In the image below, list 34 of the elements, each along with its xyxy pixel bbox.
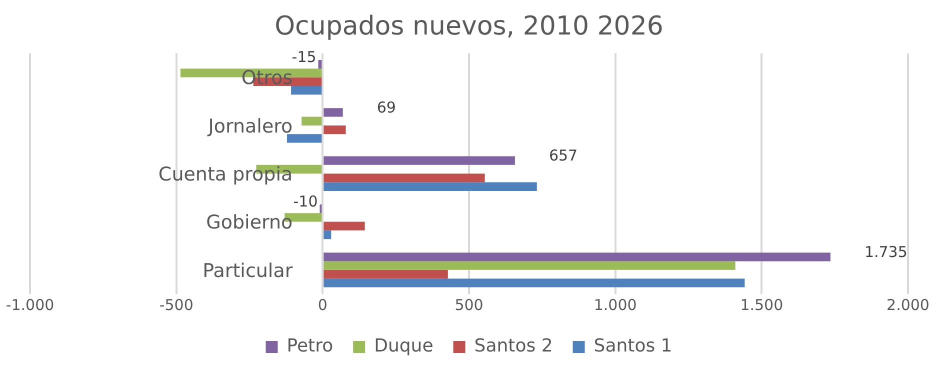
- x-tick-label: 1.000: [594, 296, 637, 314]
- bar: [324, 230, 332, 240]
- y-tick-label: Particular: [202, 260, 293, 282]
- legend-label: Santos 1: [594, 336, 672, 357]
- x-tick-label: -1.000: [6, 296, 54, 314]
- data-label: 657: [548, 146, 578, 164]
- bar: [324, 261, 736, 270]
- x-tick-label: 0: [318, 296, 328, 314]
- bar: [324, 252, 830, 262]
- bar: [291, 86, 322, 95]
- y-tick-label: Otros: [241, 67, 293, 90]
- bar: [324, 270, 448, 279]
- bar: [302, 116, 322, 126]
- x-tick-label: 2.000: [886, 296, 930, 314]
- bar: [324, 182, 537, 191]
- legend-label: Santos 2: [474, 336, 553, 357]
- bar: [324, 174, 485, 182]
- y-tick-label: Jornalero: [207, 115, 293, 138]
- data-label: 69: [376, 98, 396, 116]
- x-tick-label: -500: [159, 296, 194, 314]
- data-label: -15: [292, 48, 316, 66]
- x-tick-label: 1.500: [740, 296, 784, 314]
- y-tick-label: Gobierno: [206, 212, 293, 234]
- bar: [324, 222, 365, 230]
- bar: [324, 156, 515, 165]
- bar: [324, 278, 745, 288]
- chart-title: Ocupados nuevos, 2010 2026: [274, 11, 664, 42]
- bar: [324, 108, 343, 117]
- data-label: 1.735: [864, 242, 908, 261]
- legend-label: Duque: [374, 336, 434, 357]
- legend-label: Petro: [286, 336, 334, 357]
- bar: [324, 125, 346, 134]
- data-label: -10: [293, 192, 318, 211]
- x-tick-label: 500: [454, 296, 484, 314]
